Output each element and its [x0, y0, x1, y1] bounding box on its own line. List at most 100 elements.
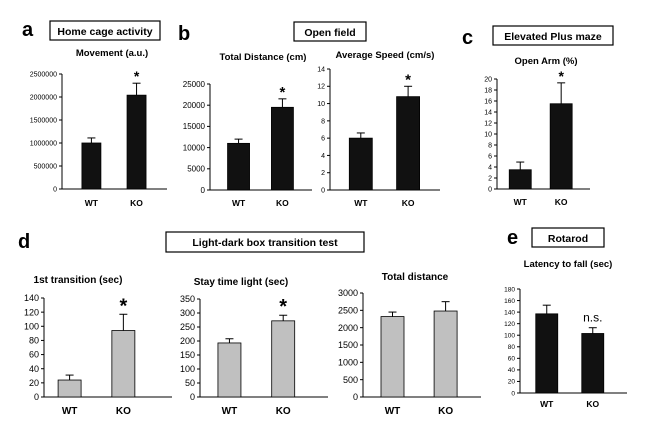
y-tick-label: 0 [321, 187, 325, 194]
y-tick-label: 1500 [338, 340, 358, 350]
panel-letter-e: e [507, 227, 518, 249]
y-tick-label: 80 [29, 336, 39, 346]
y-tick-label: 2 [488, 175, 492, 182]
significance-star: * [119, 295, 127, 317]
y-tick-label: 120 [24, 307, 39, 317]
y-tick-label: 20 [508, 379, 516, 386]
significance-star: * [558, 68, 564, 84]
chart-title: Total distance [382, 272, 449, 283]
y-tick-label: 14 [317, 66, 325, 73]
y-tick-label: 8 [321, 118, 325, 125]
panel-c-header: Elevated Plus maze [504, 31, 602, 43]
y-tick-label: 6 [488, 153, 492, 160]
bar-ko [111, 330, 136, 398]
y-tick-label: 2500000 [30, 71, 57, 78]
y-tick-label: 12 [484, 120, 492, 127]
y-tick-label: 3000 [338, 288, 358, 298]
y-tick-label: 1000000 [30, 140, 57, 147]
bar-ko [581, 333, 605, 394]
y-tick-label: 10000 [183, 143, 206, 152]
bar-ko [396, 96, 421, 191]
y-tick-label: 180 [504, 286, 515, 293]
category-label: WT [385, 406, 401, 417]
category-label: WT [62, 406, 78, 417]
category-label: WT [354, 198, 368, 208]
bar-wt [535, 313, 559, 394]
category-label: WT [540, 399, 554, 409]
y-tick-label: 25000 [183, 80, 206, 89]
y-tick-label: 4 [321, 153, 325, 160]
category-label: WT [514, 197, 528, 207]
category-label: KO [555, 197, 568, 207]
bar-ko [549, 103, 573, 190]
category-label: KO [276, 406, 291, 417]
y-tick-label: 150 [180, 350, 195, 360]
category-label: KO [438, 406, 453, 417]
y-tick-label: 0 [511, 390, 515, 397]
y-tick-label: 4 [488, 164, 492, 171]
category-label: KO [402, 198, 415, 208]
bar-ko [126, 94, 147, 190]
category-label: WT [85, 198, 99, 208]
y-tick-label: 0 [201, 186, 206, 195]
bar-wt [57, 379, 82, 398]
y-tick-label: 16 [484, 98, 492, 105]
chart-title: Open Arm (%) [515, 56, 578, 67]
chart-b1: Total Distance (cm) 0 5000 10000 15000 20000 2… [183, 52, 312, 208]
y-tick-label: 140 [504, 309, 515, 316]
y-tick-label: 0 [190, 392, 195, 402]
y-tick-label: 15000 [183, 122, 206, 131]
y-tick-label: 500 [343, 375, 358, 385]
chart-d2: Stay time light (sec) 0 50 100 150 200 250 300 3… [180, 277, 328, 417]
y-tick-label: 100 [24, 321, 39, 331]
chart-title: 1st transition (sec) [34, 275, 123, 286]
y-tick-label: 250 [180, 322, 195, 332]
chart-d1: 1st transition (sec) 0 20 40 60 80 100 120 140 WT… [24, 275, 172, 417]
y-tick-label: 40 [29, 364, 39, 374]
chart-e1: Latency to fall (sec) 0 20 40 60 80 100 120 140 1… [504, 259, 627, 409]
y-tick-label: 120 [504, 321, 515, 328]
y-tick-label: 0 [488, 186, 492, 193]
y-tick-label: 2000000 [30, 94, 57, 101]
y-tick-label: 40 [508, 367, 516, 374]
panel-d-header-box [165, 231, 365, 253]
charts-layer: Movement (a.u.)0500000100000015000002000… [24, 48, 627, 417]
y-tick-label: 0 [53, 186, 57, 193]
y-tick-label: 1000 [338, 357, 358, 367]
y-tick-label: 20 [29, 378, 39, 388]
category-label: WT [232, 198, 246, 208]
panel-e-header: Rotarod [548, 233, 588, 245]
chart-title: Average Speed (cm/s) [336, 50, 435, 61]
significance-label: n.s. [583, 311, 602, 325]
panel-letter-a: a [22, 19, 34, 41]
y-tick-label: 200 [180, 336, 195, 346]
panel-e-header-box [531, 227, 605, 248]
y-tick-label: 2 [321, 170, 325, 177]
chart-title: Latency to fall (sec) [524, 259, 613, 270]
significance-star: * [279, 296, 287, 318]
y-tick-label: 5000 [187, 165, 205, 174]
y-tick-label: 12 [317, 84, 325, 91]
y-tick-label: 0 [34, 392, 39, 402]
category-label: KO [116, 406, 131, 417]
significance-star: * [279, 84, 285, 101]
y-tick-label: 60 [29, 350, 39, 360]
y-tick-label: 140 [24, 293, 39, 303]
panel-d-header: Light-dark box transition test [192, 237, 338, 249]
bar-ko [271, 320, 296, 398]
panel-letter-d: d [18, 231, 30, 253]
significance-star: * [405, 71, 411, 88]
bar-wt [508, 169, 532, 190]
category-label: KO [586, 399, 599, 409]
y-tick-label: 14 [484, 109, 492, 116]
y-tick-label: 18 [484, 87, 492, 94]
panel-c-header-box [492, 25, 614, 46]
category-label: KO [276, 198, 289, 208]
y-tick-label: 350 [180, 294, 195, 304]
bar-wt [380, 316, 405, 398]
y-tick-label: 50 [185, 378, 195, 388]
panel-b-header: Open field [304, 27, 355, 39]
y-tick-label: 100 [180, 364, 195, 374]
panel-a-header: Home cage activity [57, 26, 152, 38]
panel-letter-b: b [178, 23, 190, 45]
